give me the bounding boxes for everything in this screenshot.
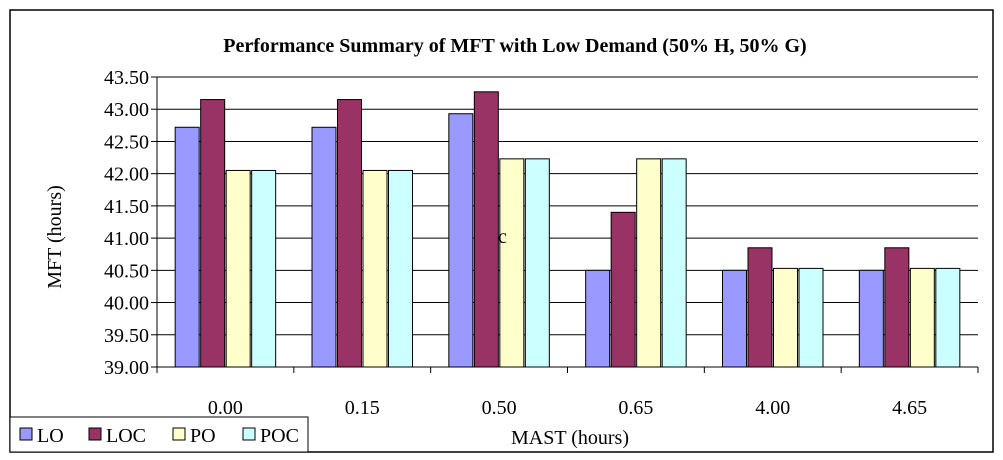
bar-poc-0 (251, 169, 277, 368)
x-tick-label: 0.15 (345, 397, 380, 419)
bar-poc-2 (524, 158, 550, 368)
bar-loc-2 (473, 91, 499, 368)
y-tick-label: 42.50 (104, 131, 149, 153)
bar-lo-3 (585, 269, 611, 368)
legend-box (9, 416, 309, 453)
bar-lo-2 (448, 113, 474, 368)
bar-loc-5 (884, 247, 910, 368)
x-tick-label: 0.50 (482, 397, 517, 419)
x-axis-title: MAST (hours) (511, 427, 629, 449)
y-tick-label: 40.50 (104, 260, 149, 282)
bar-po-1 (362, 169, 388, 368)
x-axis-tick-labels: 0.00 0.15 0.50 0.65 4.00 4.65 (208, 397, 927, 419)
y-tick-label: 41.50 (104, 196, 149, 218)
bar-po-4 (773, 267, 798, 368)
plot-area (151, 76, 979, 373)
y-axis-title: MFT (hours) (44, 185, 66, 289)
bar-po-5 (909, 267, 935, 368)
y-tick-label: 42.00 (104, 164, 149, 186)
legend-label-loc: LOC (106, 425, 146, 447)
x-tick-label: 4.00 (755, 397, 790, 419)
chart-title: Performance Summary of MFT with Low Dema… (223, 35, 806, 57)
legend-label-po: PO (190, 425, 216, 447)
y-tick-label: 41.00 (104, 228, 149, 250)
y-tick-label: 40.00 (104, 293, 149, 315)
bar-loc-0 (200, 99, 226, 368)
bar-poc-3 (661, 158, 687, 368)
y-tick-label: 39.00 (104, 357, 149, 379)
x-tick-label: 0.65 (618, 397, 653, 419)
chart-annotation: c (498, 226, 507, 248)
bar-po-0 (225, 169, 251, 368)
bar-poc-5 (935, 267, 961, 368)
bar-po-3 (636, 158, 662, 368)
legend-swatch-loc (88, 427, 102, 441)
bar-lo-5 (858, 269, 884, 368)
bar-poc-4 (798, 267, 824, 368)
bar-lo-1 (311, 126, 337, 368)
y-tick-label: 43.00 (104, 99, 149, 121)
bar-loc-4 (747, 247, 773, 368)
bar-poc-1 (388, 169, 413, 368)
legend-swatch-poc (242, 427, 256, 441)
bar-lo-0 (174, 126, 200, 368)
y-axis-tick-labels: 39.00 39.50 40.00 40.50 41.00 41.50 42.00 42.50… (104, 67, 149, 379)
bar-loc-3 (610, 211, 636, 368)
bar-lo-4 (722, 269, 747, 368)
legend-swatch-lo (19, 427, 33, 441)
legend-swatch-po (172, 427, 186, 441)
x-tick-label: 4.65 (892, 397, 927, 419)
y-tick-label: 39.50 (104, 325, 149, 347)
legend-label-poc: POC (260, 425, 299, 447)
y-tick-label: 43.50 (104, 67, 149, 89)
legend-label-lo: LO (37, 425, 64, 447)
bar-po-2 (499, 158, 525, 368)
x-tick-label: 0.00 (208, 397, 243, 419)
bar-loc-1 (337, 99, 362, 368)
legend: LO LOC PO POC (9, 416, 309, 453)
